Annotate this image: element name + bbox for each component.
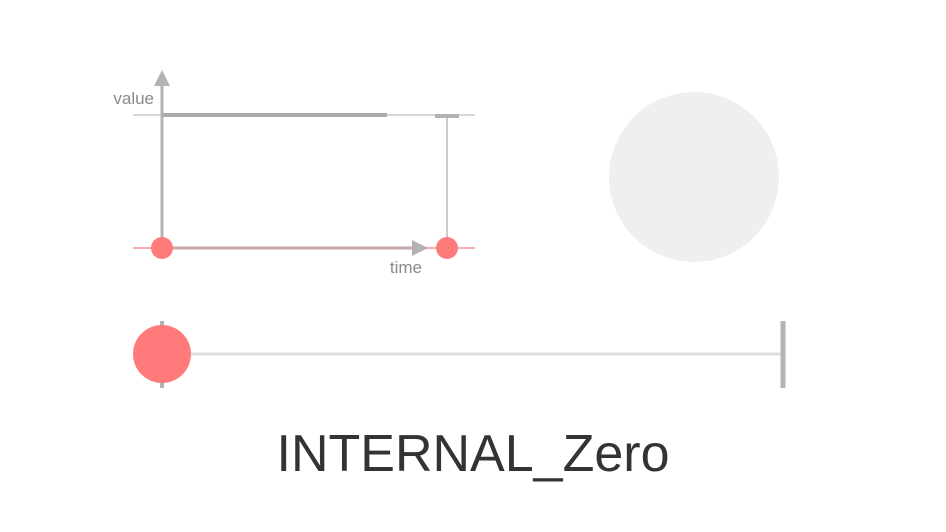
- value-axis-arrow-icon: [154, 70, 170, 86]
- time-axis-label: time: [390, 258, 422, 277]
- easing-name: INTERNAL_Zero: [277, 425, 670, 483]
- time-start-marker: [151, 237, 173, 259]
- time-axis-arrow-icon: [412, 240, 428, 256]
- preview-circle: [609, 92, 779, 262]
- time-end-marker: [436, 237, 458, 259]
- value-axis-label: value: [113, 89, 154, 108]
- slider-knob[interactable]: [133, 325, 191, 383]
